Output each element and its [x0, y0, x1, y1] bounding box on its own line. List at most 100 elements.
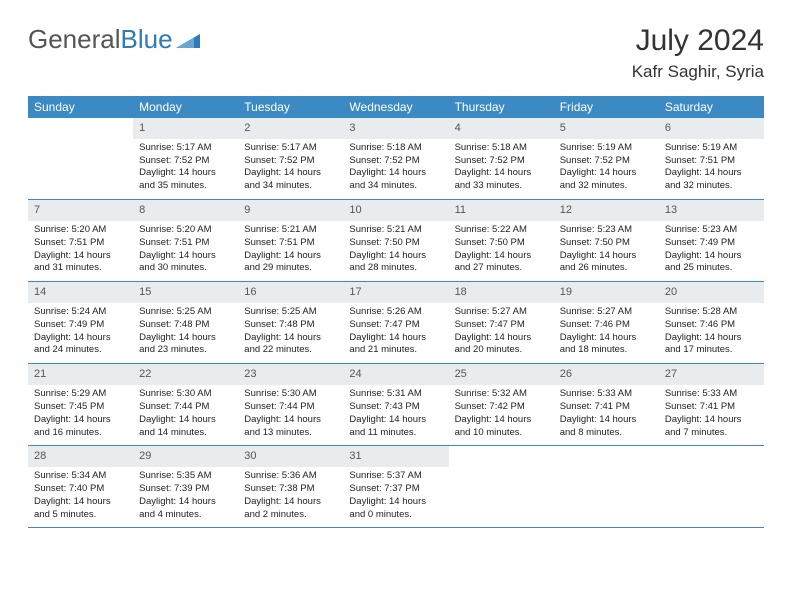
calendar-header-row: SundayMondayTuesdayWednesdayThursdayFrid…	[28, 96, 764, 118]
day-line: Sunset: 7:49 PM	[665, 237, 758, 250]
day-line: Sunrise: 5:18 AM	[349, 142, 442, 155]
day-line: Daylight: 14 hours	[349, 332, 442, 345]
day-line: Daylight: 14 hours	[34, 496, 127, 509]
calendar-day-cell: 25Sunrise: 5:32 AMSunset: 7:42 PMDayligh…	[449, 364, 554, 446]
day-line: Sunrise: 5:32 AM	[455, 388, 548, 401]
day-number: 18	[449, 282, 554, 303]
day-line: Sunset: 7:50 PM	[560, 237, 653, 250]
day-body: Sunrise: 5:29 AMSunset: 7:45 PMDaylight:…	[28, 385, 133, 445]
day-line: Sunrise: 5:30 AM	[244, 388, 337, 401]
day-line: Sunset: 7:44 PM	[139, 401, 232, 414]
day-line: Sunrise: 5:29 AM	[34, 388, 127, 401]
day-line: Sunrise: 5:25 AM	[244, 306, 337, 319]
day-number: 12	[554, 200, 659, 221]
day-line: Daylight: 14 hours	[665, 414, 758, 427]
calendar-day-cell: 19Sunrise: 5:27 AMSunset: 7:46 PMDayligh…	[554, 282, 659, 364]
day-line: Sunset: 7:47 PM	[455, 319, 548, 332]
day-line: and 27 minutes.	[455, 262, 548, 275]
calendar-day-cell: 8Sunrise: 5:20 AMSunset: 7:51 PMDaylight…	[133, 200, 238, 282]
day-line: Sunset: 7:42 PM	[455, 401, 548, 414]
day-body	[554, 467, 659, 519]
day-line: Sunrise: 5:35 AM	[139, 470, 232, 483]
day-body: Sunrise: 5:32 AMSunset: 7:42 PMDaylight:…	[449, 385, 554, 445]
title-block: July 2024 Kafr Saghir, Syria	[632, 24, 764, 82]
day-line: Daylight: 14 hours	[455, 414, 548, 427]
day-line: and 17 minutes.	[665, 344, 758, 357]
day-line: Sunrise: 5:22 AM	[455, 224, 548, 237]
day-body: Sunrise: 5:21 AMSunset: 7:50 PMDaylight:…	[343, 221, 448, 281]
calendar-day-cell	[28, 118, 133, 200]
day-line: and 0 minutes.	[349, 509, 442, 522]
day-line: Daylight: 14 hours	[349, 250, 442, 263]
calendar-day-cell: 31Sunrise: 5:37 AMSunset: 7:37 PMDayligh…	[343, 446, 448, 528]
day-body: Sunrise: 5:36 AMSunset: 7:38 PMDaylight:…	[238, 467, 343, 527]
day-body: Sunrise: 5:26 AMSunset: 7:47 PMDaylight:…	[343, 303, 448, 363]
day-number: 31	[343, 446, 448, 467]
day-line: Sunset: 7:49 PM	[34, 319, 127, 332]
day-body: Sunrise: 5:34 AMSunset: 7:40 PMDaylight:…	[28, 467, 133, 527]
day-number	[449, 446, 554, 467]
day-number: 20	[659, 282, 764, 303]
day-body: Sunrise: 5:25 AMSunset: 7:48 PMDaylight:…	[133, 303, 238, 363]
logo: GeneralBlue	[28, 24, 200, 55]
day-line: Daylight: 14 hours	[139, 414, 232, 427]
day-line: Sunrise: 5:37 AM	[349, 470, 442, 483]
day-line: and 30 minutes.	[139, 262, 232, 275]
day-line: and 21 minutes.	[349, 344, 442, 357]
day-line: Daylight: 14 hours	[244, 167, 337, 180]
day-header: Monday	[133, 96, 238, 118]
day-line: and 34 minutes.	[244, 180, 337, 193]
day-line: Sunrise: 5:27 AM	[560, 306, 653, 319]
calendar-week-row: 1Sunrise: 5:17 AMSunset: 7:52 PMDaylight…	[28, 118, 764, 200]
day-line: and 35 minutes.	[139, 180, 232, 193]
day-line: and 20 minutes.	[455, 344, 548, 357]
calendar-day-cell: 27Sunrise: 5:33 AMSunset: 7:41 PMDayligh…	[659, 364, 764, 446]
day-line: Daylight: 14 hours	[665, 167, 758, 180]
day-line: Sunset: 7:52 PM	[455, 155, 548, 168]
calendar-day-cell	[449, 446, 554, 528]
calendar-day-cell: 11Sunrise: 5:22 AMSunset: 7:50 PMDayligh…	[449, 200, 554, 282]
day-line: Sunrise: 5:18 AM	[455, 142, 548, 155]
day-number: 4	[449, 118, 554, 139]
day-line: Daylight: 14 hours	[139, 250, 232, 263]
calendar-day-cell: 5Sunrise: 5:19 AMSunset: 7:52 PMDaylight…	[554, 118, 659, 200]
day-line: Daylight: 14 hours	[244, 332, 337, 345]
day-body: Sunrise: 5:22 AMSunset: 7:50 PMDaylight:…	[449, 221, 554, 281]
day-header: Sunday	[28, 96, 133, 118]
day-line: Sunrise: 5:33 AM	[665, 388, 758, 401]
day-line: Daylight: 14 hours	[349, 167, 442, 180]
day-line: and 8 minutes.	[560, 427, 653, 440]
day-header: Thursday	[449, 96, 554, 118]
day-body: Sunrise: 5:17 AMSunset: 7:52 PMDaylight:…	[133, 139, 238, 199]
calendar-day-cell: 1Sunrise: 5:17 AMSunset: 7:52 PMDaylight…	[133, 118, 238, 200]
day-body: Sunrise: 5:20 AMSunset: 7:51 PMDaylight:…	[133, 221, 238, 281]
day-line: Sunrise: 5:26 AM	[349, 306, 442, 319]
day-line: and 2 minutes.	[244, 509, 337, 522]
day-line: Sunset: 7:52 PM	[560, 155, 653, 168]
day-body: Sunrise: 5:18 AMSunset: 7:52 PMDaylight:…	[449, 139, 554, 199]
day-body	[449, 467, 554, 519]
logo-triangle-icon	[176, 24, 200, 55]
day-line: Sunset: 7:44 PM	[244, 401, 337, 414]
day-number: 2	[238, 118, 343, 139]
day-body: Sunrise: 5:27 AMSunset: 7:47 PMDaylight:…	[449, 303, 554, 363]
calendar-day-cell: 4Sunrise: 5:18 AMSunset: 7:52 PMDaylight…	[449, 118, 554, 200]
day-number: 25	[449, 364, 554, 385]
day-line: Sunrise: 5:21 AM	[244, 224, 337, 237]
day-line: Daylight: 14 hours	[560, 167, 653, 180]
day-line: and 26 minutes.	[560, 262, 653, 275]
day-number: 24	[343, 364, 448, 385]
page-subtitle: Kafr Saghir, Syria	[632, 62, 764, 82]
day-line: Daylight: 14 hours	[665, 250, 758, 263]
day-line: Sunrise: 5:17 AM	[244, 142, 337, 155]
day-line: Sunrise: 5:21 AM	[349, 224, 442, 237]
day-line: Sunset: 7:52 PM	[244, 155, 337, 168]
day-body: Sunrise: 5:17 AMSunset: 7:52 PMDaylight:…	[238, 139, 343, 199]
day-line: Sunrise: 5:30 AM	[139, 388, 232, 401]
day-line: and 10 minutes.	[455, 427, 548, 440]
logo-text-1: General	[28, 24, 121, 55]
day-number: 19	[554, 282, 659, 303]
calendar-day-cell: 9Sunrise: 5:21 AMSunset: 7:51 PMDaylight…	[238, 200, 343, 282]
calendar-day-cell: 26Sunrise: 5:33 AMSunset: 7:41 PMDayligh…	[554, 364, 659, 446]
day-line: and 22 minutes.	[244, 344, 337, 357]
